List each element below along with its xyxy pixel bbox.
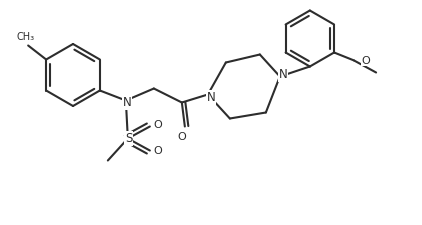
Text: O: O — [178, 131, 186, 142]
Text: N: N — [279, 68, 287, 81]
Text: N: N — [206, 91, 215, 104]
Text: O: O — [154, 121, 162, 130]
Text: CH₃: CH₃ — [16, 32, 34, 43]
Text: S: S — [125, 132, 133, 145]
Text: O: O — [362, 56, 371, 65]
Text: O: O — [154, 146, 162, 157]
Text: N: N — [122, 96, 131, 109]
